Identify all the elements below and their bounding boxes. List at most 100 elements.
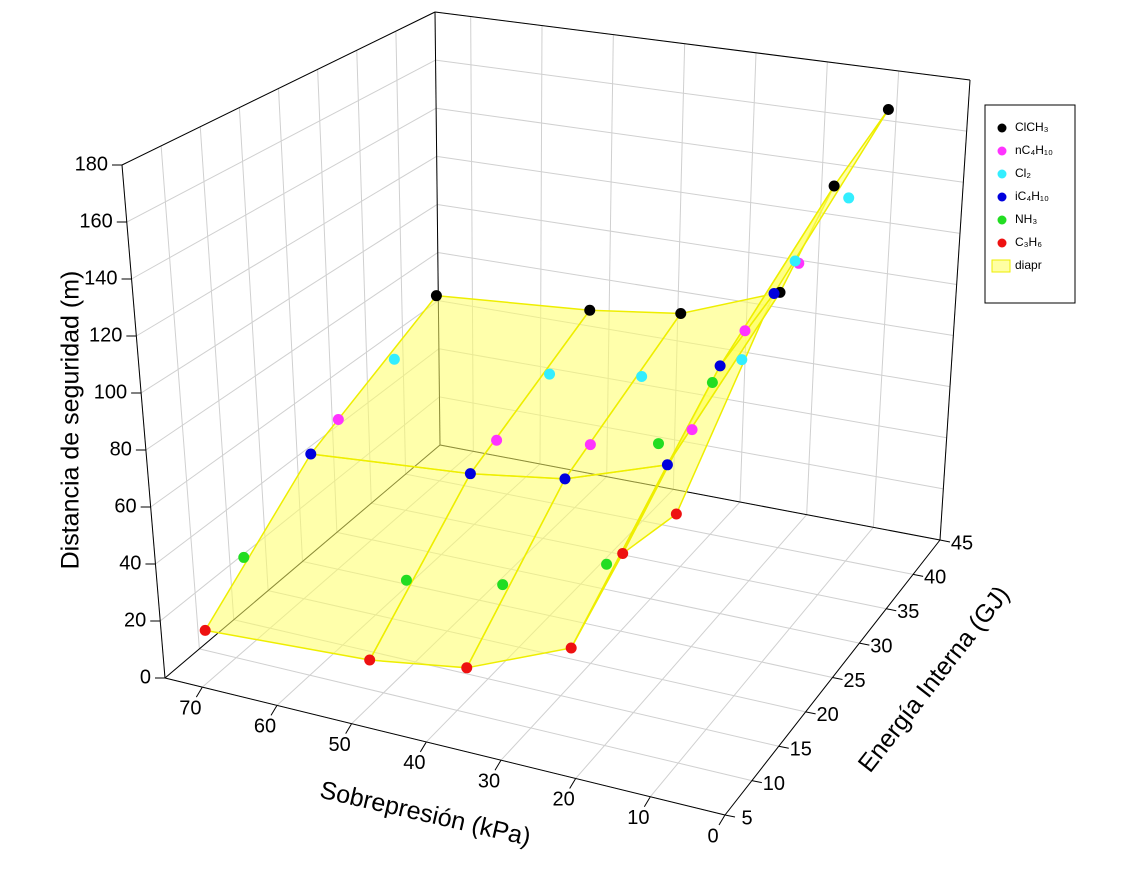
y-tick-label: 20	[817, 704, 839, 726]
data-point	[497, 579, 509, 591]
data-point	[882, 103, 894, 115]
data-point	[464, 468, 476, 480]
data-point	[584, 304, 596, 316]
y-tick	[751, 780, 762, 784]
side-grid-line	[238, 107, 269, 591]
back-grid-line	[436, 155, 961, 234]
data-point	[706, 377, 718, 389]
legend-marker	[997, 146, 1007, 156]
side-grid-line	[126, 59, 436, 223]
y-tick-label: 5	[741, 807, 752, 829]
data-point	[670, 508, 682, 520]
back-grid-line	[437, 203, 957, 285]
data-point	[559, 473, 571, 485]
z-tick-label: 160	[79, 210, 112, 232]
x-tick	[195, 686, 203, 698]
y-tick	[939, 539, 951, 543]
x-tick-label: 0	[707, 825, 718, 847]
axis-edge	[939, 79, 971, 541]
side-grid-line	[131, 107, 437, 280]
y-tick	[832, 677, 843, 680]
data-point	[686, 424, 698, 436]
z-tick-label: 20	[124, 609, 146, 631]
z-tick-label: 80	[110, 438, 132, 460]
side-grid-line	[160, 145, 200, 649]
y-tick-label: 40	[924, 567, 946, 589]
y-tick-label: 15	[790, 739, 812, 761]
legend-box	[984, 104, 1076, 304]
legend-marker	[997, 123, 1007, 133]
data-point	[584, 439, 596, 451]
x-tick-label: 60	[254, 716, 276, 738]
data-point	[305, 448, 317, 460]
x-tick	[345, 723, 353, 734]
data-point	[636, 371, 648, 383]
data-point	[430, 290, 442, 302]
back-grid-line	[436, 107, 964, 183]
x-tick	[494, 759, 502, 771]
data-point	[400, 574, 412, 586]
legend-label: diapr	[1015, 258, 1042, 272]
x-tick-label: 30	[478, 770, 500, 792]
axis-edge	[121, 11, 436, 166]
legend-label: iC₄H₁₀	[1015, 189, 1049, 203]
x-tick-label: 10	[627, 807, 649, 829]
x-tick	[643, 796, 651, 807]
x-tick-label: 40	[403, 752, 425, 774]
data-point	[461, 662, 473, 674]
x-tick-label: 70	[179, 697, 201, 719]
x-tick	[270, 705, 278, 716]
x-tick-label: 20	[553, 789, 575, 811]
legend-marker	[997, 192, 1007, 202]
side-grid-line	[136, 155, 437, 337]
y-tick	[805, 711, 816, 715]
data-point	[828, 180, 840, 192]
y-tick-label: 35	[897, 601, 919, 623]
side-grid-line	[150, 300, 439, 508]
y-tick	[859, 642, 870, 646]
legend-label: nC₄H₁₀	[1015, 143, 1053, 157]
y-tick-label: 10	[763, 773, 785, 795]
legend-label: NH₃	[1015, 212, 1037, 226]
data-point	[332, 413, 344, 425]
data-point	[388, 353, 400, 365]
axis-edge	[121, 164, 166, 679]
z-axis-label: Distancia de seguridad (m)	[57, 271, 85, 570]
data-point	[617, 548, 629, 560]
back-grid-line	[806, 61, 828, 515]
x-tick	[419, 741, 427, 753]
y-tick	[886, 608, 897, 612]
legend-marker	[997, 238, 1007, 248]
y-axis-label: Energía Interna (GJ)	[853, 581, 1015, 778]
legend-marker	[997, 169, 1007, 179]
y-tick-label: 30	[870, 635, 892, 657]
side-grid-line	[140, 204, 438, 394]
legend-marker	[991, 259, 1011, 273]
data-point	[768, 288, 780, 300]
back-grid-line	[872, 70, 900, 528]
data-point	[238, 551, 250, 563]
data-point	[565, 642, 577, 654]
data-point	[843, 192, 855, 204]
data-point	[736, 354, 748, 366]
data-point	[364, 654, 376, 666]
axis-edge	[724, 539, 941, 816]
legend-marker	[997, 215, 1007, 225]
data-point	[652, 438, 664, 450]
x-tick	[569, 778, 577, 789]
x-axis-label: Sobrepresión (kPa)	[317, 776, 533, 852]
y-tick-label: 45	[951, 532, 973, 554]
data-point	[675, 307, 687, 319]
back-grid-line	[739, 52, 757, 503]
data-point	[661, 459, 673, 471]
data-point	[789, 255, 801, 267]
data-point	[739, 325, 751, 337]
z-tick-label: 180	[75, 153, 108, 175]
y-tick	[724, 814, 736, 818]
back-grid-line	[435, 59, 967, 132]
z-tick-label: 60	[114, 495, 136, 517]
z-tick-label: 40	[119, 552, 141, 574]
z-tick-label: 100	[94, 381, 127, 403]
x-tick	[718, 814, 726, 826]
